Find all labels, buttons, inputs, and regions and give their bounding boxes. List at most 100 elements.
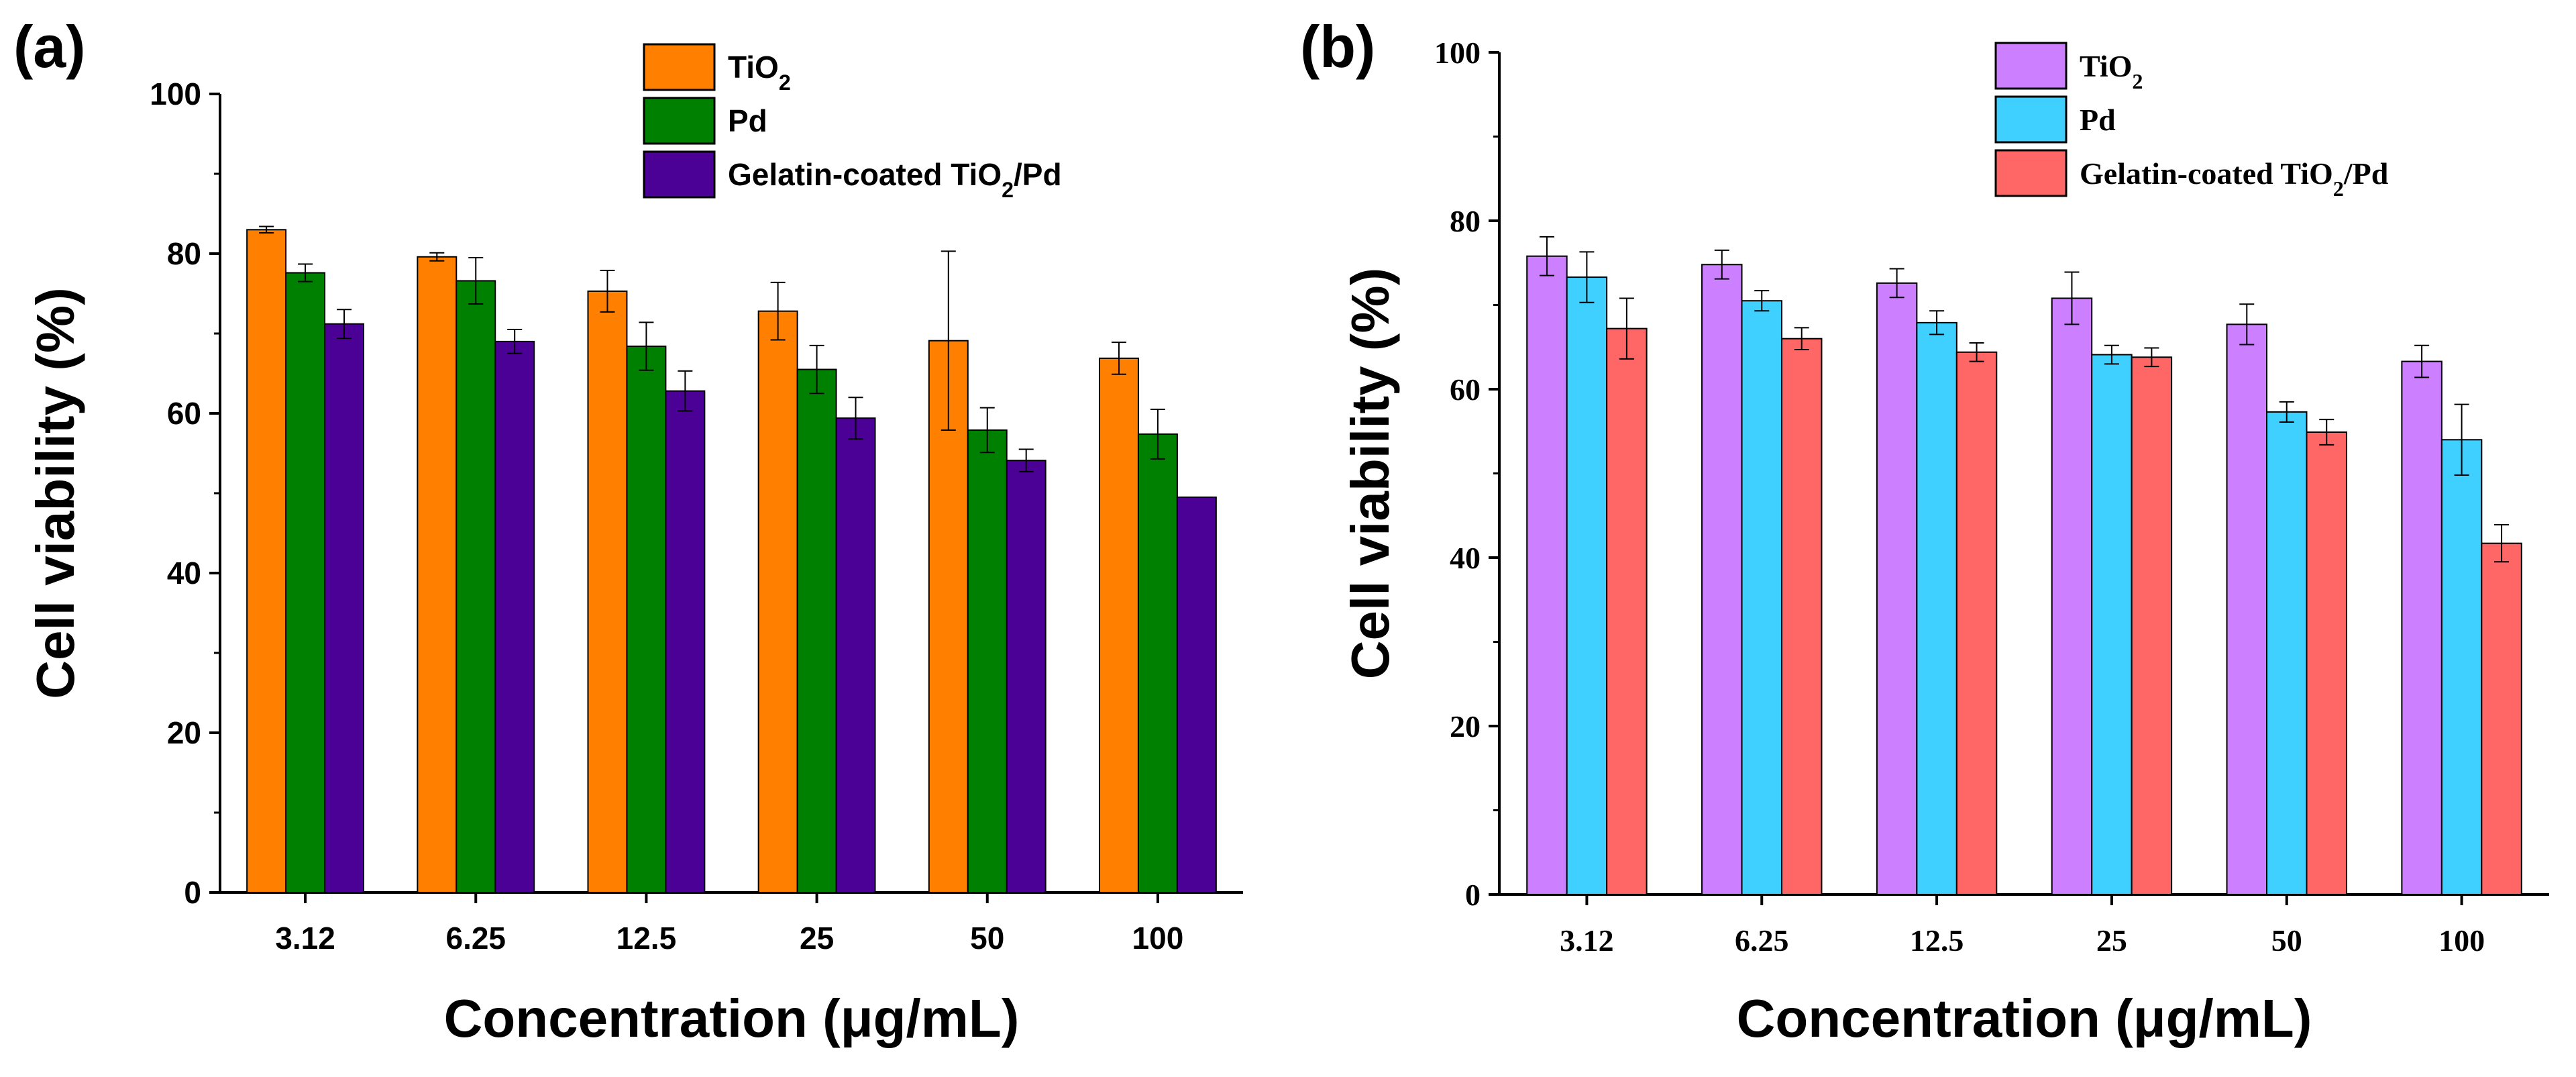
y-tick-label: 40 (1450, 541, 1481, 575)
x-tick-label: 100 (1132, 921, 1184, 956)
error-bar (1969, 342, 1984, 362)
bar-gelatin-tio2-pd (494, 340, 535, 893)
error-bar (1794, 327, 1809, 351)
error-bar (2279, 401, 2294, 423)
bar-tio2 (2226, 323, 2268, 895)
error-bar (2494, 524, 2510, 563)
legend-swatch (1994, 42, 2068, 90)
error-bar (1111, 342, 1126, 375)
error-bar (2239, 303, 2255, 346)
bar-pd (1137, 433, 1178, 893)
legend-swatch (1994, 149, 2068, 197)
legend-swatch (643, 150, 716, 199)
error-bar (2414, 344, 2430, 378)
error-bar (600, 269, 615, 313)
bar-tio2 (1876, 282, 1918, 895)
x-tick-label: 6.25 (1735, 923, 1789, 958)
y-tick-label: 80 (167, 236, 201, 271)
bar-gelatin-tio2-pd (1955, 351, 1998, 895)
bar-gelatin-tio2-pd (665, 390, 706, 893)
legend-swatch (643, 43, 716, 91)
y-tick-label: 60 (1450, 372, 1481, 407)
error-bar (1150, 409, 1165, 460)
bar-gelatin-tio2-pd (2481, 542, 2522, 895)
error-bar (2454, 403, 2469, 476)
error-bar (1889, 268, 1904, 299)
error-bar (337, 309, 352, 340)
x-tick-label: 25 (800, 921, 834, 956)
legend-swatch (1994, 95, 2068, 144)
bar-pd (285, 272, 326, 893)
chart-panel-b: (b) 0 20 40 60 80 100 3.12 6.25 12.5 25 50 100 Concen… (1300, 13, 2549, 1048)
legend-label: TiO2 (728, 50, 791, 95)
panel-label: (b) (1300, 13, 1375, 80)
error-bar (429, 252, 445, 262)
x-tick-label: 50 (2271, 923, 2302, 958)
y-tick-label: 0 (184, 875, 201, 910)
bar-gelatin-tio2-pd (1006, 460, 1046, 893)
panel-label: (a) (13, 13, 86, 80)
x-axis-title: Concentration (μg/mL) (1737, 988, 2312, 1048)
y-tick-label: 40 (167, 556, 201, 591)
error-bar (507, 329, 523, 354)
bar-gelatin-tio2-pd (1606, 327, 1648, 895)
legend-label: Pd (2080, 103, 2116, 137)
x-tick-label: 6.25 (445, 921, 506, 956)
bar-pd (1566, 276, 1608, 895)
bar-tio2 (1098, 357, 1139, 893)
bar-tio2 (417, 256, 458, 893)
bar-pd (2440, 439, 2483, 895)
error-bar (1539, 236, 1554, 276)
error-bar (678, 370, 693, 412)
y-axis-title: Cell viability (%) (25, 287, 85, 699)
bar-pd (626, 346, 667, 893)
legend: TiO2 Pd Gelatin-coated TiO2/Pd (1994, 42, 2389, 201)
bar-gelatin-tio2-pd (1176, 496, 1217, 893)
error-bar (1018, 448, 1034, 472)
error-bar (1619, 297, 1634, 360)
x-tick-label: 100 (2438, 923, 2485, 958)
y-tick-label: 60 (167, 396, 201, 431)
error-bar (848, 397, 863, 440)
bar-pd (967, 429, 1008, 893)
bar-gelatin-tio2-pd (2306, 431, 2347, 895)
legend-swatch (643, 97, 716, 145)
legend-label: Gelatin-coated TiO2/Pd (728, 157, 1062, 202)
bar-gelatin-tio2-pd (1780, 338, 1823, 895)
error-bar (1929, 310, 1945, 336)
y-tick-label: 0 (1465, 878, 1481, 912)
bar-tio2 (246, 229, 287, 893)
bar-tio2 (1701, 264, 1743, 895)
bar-pd (1741, 300, 1782, 896)
error-bar (1754, 290, 1770, 312)
x-axis-title: Concentration (μg/mL) (444, 988, 1020, 1048)
y-axis-title: Cell viability (%) (1340, 268, 1400, 679)
error-bar (639, 321, 654, 371)
error-bar (298, 263, 313, 283)
error-bar (2144, 347, 2159, 368)
x-tick-label: 12.5 (1910, 923, 1964, 958)
error-bar (809, 344, 824, 395)
bar-pd (2266, 411, 2308, 895)
x-tick-label: 25 (2096, 923, 2127, 958)
bar-gelatin-tio2-pd (324, 323, 365, 894)
chart-panel-a: (a) 0 20 40 60 80 100 3.12 6.25 12.5 25 50 100 Concen… (13, 13, 1243, 1048)
y-tick-label: 100 (1434, 36, 1481, 70)
y-tick-label: 20 (1450, 709, 1481, 743)
bar-tio2 (2401, 360, 2443, 895)
bar-pd (2091, 354, 2133, 895)
error-bar (1714, 249, 1729, 280)
legend-label: Pd (728, 103, 767, 138)
error-bar (941, 250, 956, 431)
error-bar (979, 407, 995, 454)
error-bar (468, 256, 484, 305)
bar-tio2 (587, 290, 628, 893)
error-bar (1579, 251, 1595, 303)
bar-pd (455, 280, 496, 893)
y-tick-label: 100 (150, 76, 201, 111)
bar-pd (1916, 321, 1957, 896)
bar-gelatin-tio2-pd (2131, 356, 2173, 895)
x-tick-label: 12.5 (616, 921, 677, 956)
y-tick-label: 80 (1450, 204, 1481, 238)
